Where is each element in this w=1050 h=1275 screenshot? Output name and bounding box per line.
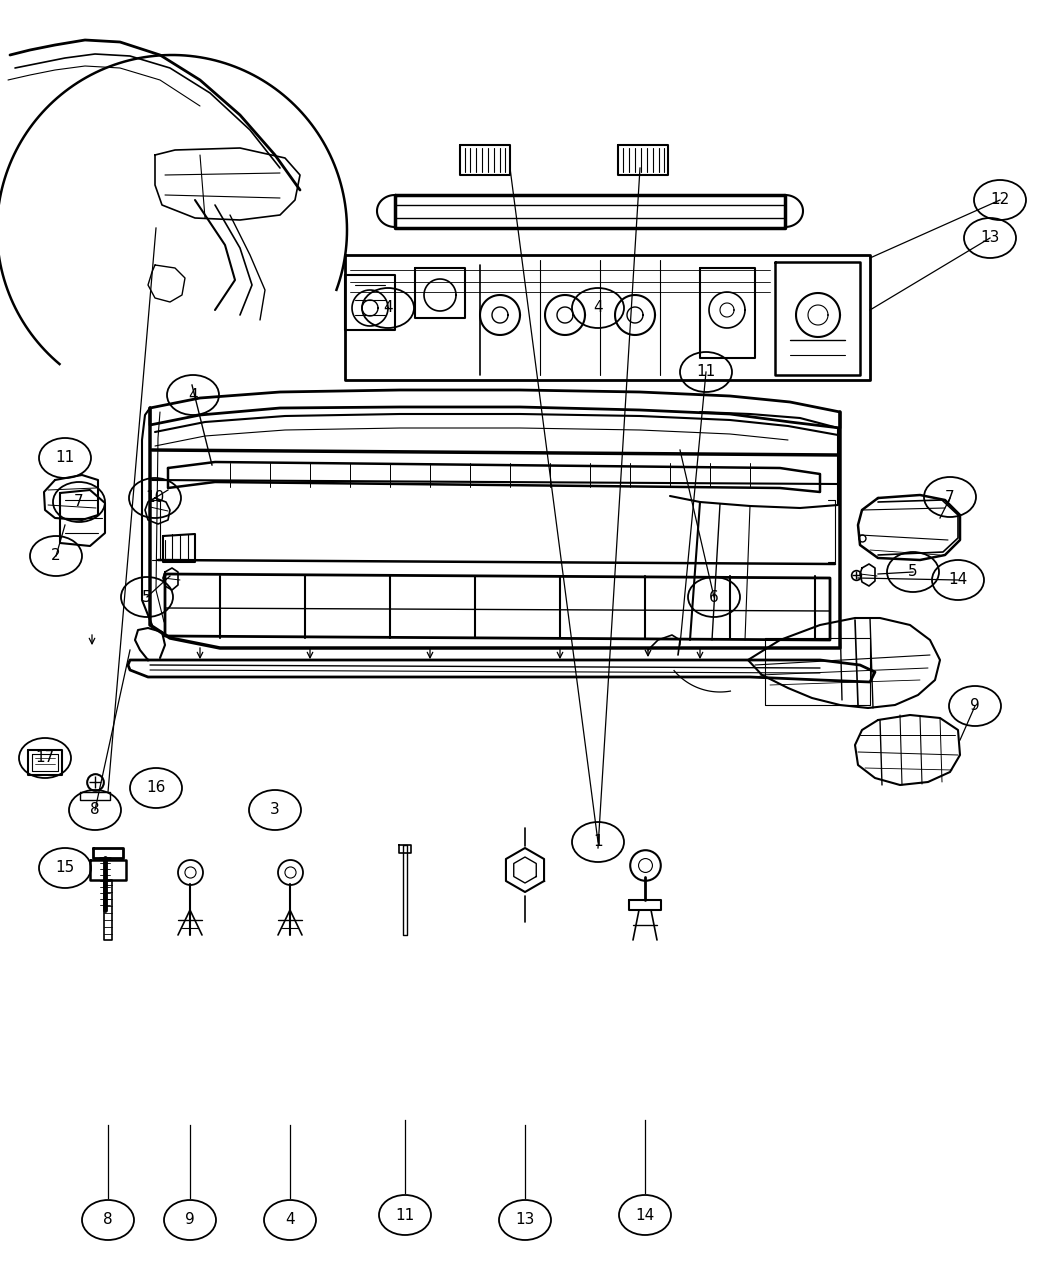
Text: 11: 11 [696,365,716,380]
Text: 2: 2 [51,548,61,564]
Text: 3: 3 [270,802,280,817]
Text: 6: 6 [709,589,719,604]
Text: 7: 7 [945,490,954,505]
Text: 9: 9 [970,699,980,714]
Text: 4: 4 [286,1213,295,1228]
Text: 13: 13 [516,1213,534,1228]
Text: 13: 13 [981,231,1000,246]
Text: 8: 8 [103,1213,112,1228]
Text: 14: 14 [948,572,968,588]
Text: 9: 9 [185,1213,195,1228]
Text: 4: 4 [188,388,197,403]
Text: 12: 12 [990,193,1010,208]
Text: 16: 16 [146,780,166,796]
Text: 5: 5 [142,589,152,604]
Text: 1: 1 [593,835,603,849]
Text: 11: 11 [396,1207,415,1223]
Text: 4: 4 [593,301,603,315]
Text: 5: 5 [908,565,918,580]
Text: 14: 14 [635,1207,654,1223]
Text: 8: 8 [90,802,100,817]
Text: 4: 4 [383,301,393,315]
Text: 17: 17 [36,751,55,765]
Text: 7: 7 [75,495,84,510]
Text: 10: 10 [145,491,165,505]
Text: 11: 11 [56,450,75,465]
Text: 15: 15 [56,861,75,876]
